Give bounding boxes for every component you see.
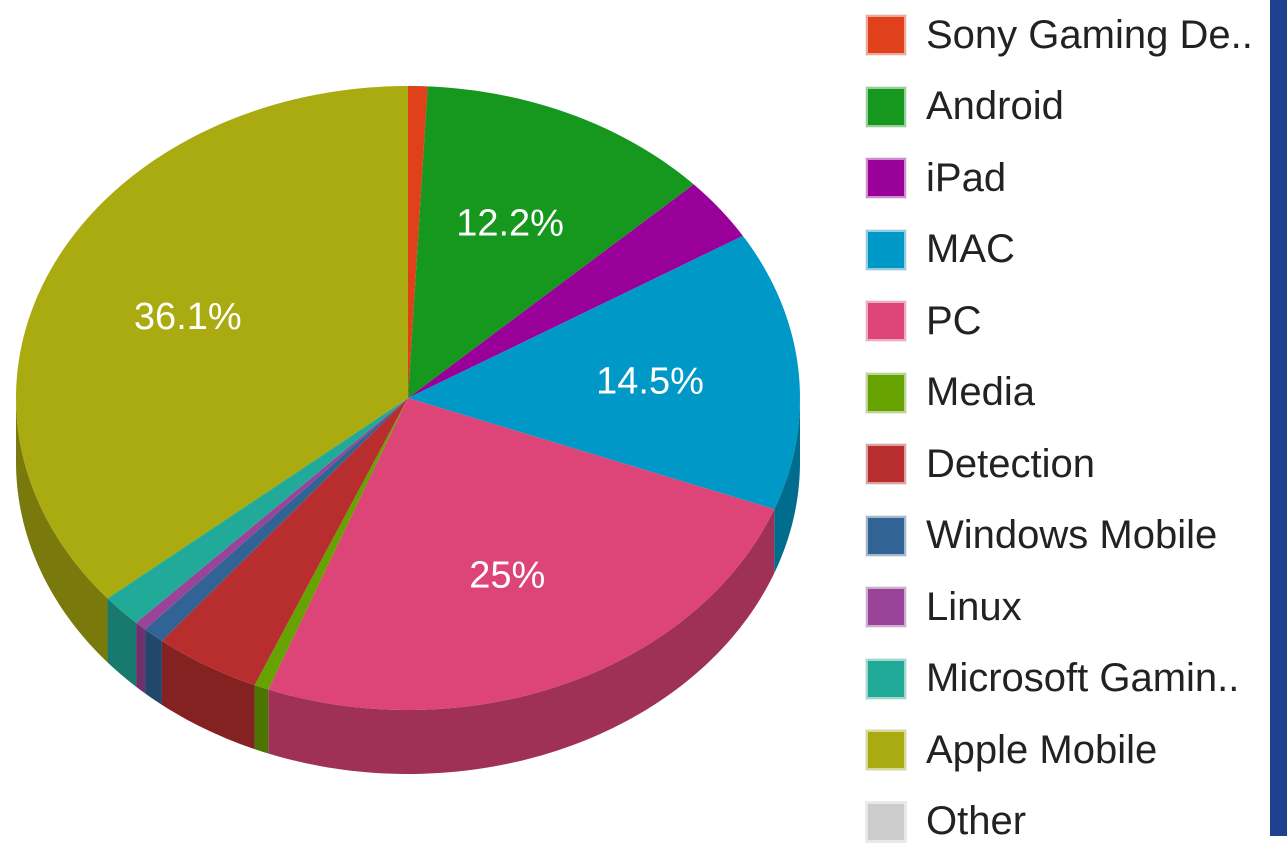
legend-label: Sony Gaming De.. xyxy=(926,12,1253,57)
pie-side-microsoft-gamin xyxy=(107,598,137,687)
legend-label: Microsoft Gamin.. xyxy=(926,656,1240,700)
pie-slice-detection[interactable] xyxy=(161,398,408,686)
pie-side-mac xyxy=(774,398,800,574)
slice-label-android: 12.2% xyxy=(456,203,564,245)
pie-slice-windows-mobile[interactable] xyxy=(145,398,408,641)
pie-slice-media[interactable] xyxy=(254,398,408,690)
pie-slice-android[interactable] xyxy=(408,86,694,398)
pie-slice-linux[interactable] xyxy=(136,398,408,630)
legend-swatch xyxy=(865,300,907,342)
pie-slice-apple-mobile[interactable] xyxy=(16,86,408,599)
legend-label: Windows Mobile xyxy=(926,513,1218,557)
pie-side-apple-mobile xyxy=(16,398,108,663)
legend-swatch xyxy=(865,85,907,128)
legend-label: iPad xyxy=(926,155,1007,200)
legend-swatch xyxy=(865,586,907,628)
legend-item-other[interactable]: Other xyxy=(865,797,1266,847)
pie-slice-microsoft-gamin[interactable] xyxy=(107,398,408,623)
legend-label: MAC xyxy=(926,227,1015,271)
slice-label-apple-mobile: 36.1% xyxy=(134,296,242,338)
legend-item-ipad[interactable]: iPad xyxy=(865,153,1266,203)
pie-side-pc xyxy=(268,509,775,774)
legend-swatch xyxy=(865,800,907,843)
pie-side-media xyxy=(254,685,269,754)
legend-swatch xyxy=(865,657,907,700)
pie-chart: 12.2% 14.5% 25% 36.1% xyxy=(16,86,800,774)
legend-item-detection[interactable]: Detection xyxy=(865,439,1266,489)
legend-label: Media xyxy=(926,370,1035,414)
pie-slice-mac[interactable] xyxy=(408,235,800,510)
legend-swatch xyxy=(865,729,907,771)
legend-label: PC xyxy=(926,298,982,343)
legend-item-pc[interactable]: PC xyxy=(865,296,1266,346)
legend-label: Android xyxy=(926,84,1064,128)
legend-swatch xyxy=(865,14,907,56)
legend-item-sony-gaming-de[interactable]: Sony Gaming De.. xyxy=(865,10,1266,60)
legend-item-media[interactable]: Media xyxy=(865,368,1266,418)
legend-label: Linux xyxy=(926,584,1022,629)
legend-item-linux[interactable]: Linux xyxy=(865,582,1266,632)
pie-side-detection xyxy=(161,640,255,750)
legend-item-apple-mobile[interactable]: Apple Mobile xyxy=(865,725,1266,775)
slice-label-mac: 14.5% xyxy=(596,360,704,402)
legend-swatch xyxy=(865,443,907,485)
legend-item-windows-mobile[interactable]: Windows Mobile xyxy=(865,511,1266,561)
pie-slice-sony-gaming-de[interactable] xyxy=(408,86,428,398)
window-edge xyxy=(1270,0,1287,836)
pie-slice-pc[interactable] xyxy=(268,398,775,710)
legend-label: Apple Mobile xyxy=(926,727,1158,772)
pie-slice-ipad[interactable] xyxy=(408,184,743,398)
legend-item-microsoft-gamin[interactable]: Microsoft Gamin.. xyxy=(865,654,1266,704)
slice-label-pc: 25% xyxy=(469,555,545,597)
pie-side-linux xyxy=(136,622,146,694)
legend-label: Detection xyxy=(926,441,1095,486)
legend-swatch xyxy=(865,371,907,414)
legend-swatch xyxy=(865,157,907,199)
legend-swatch xyxy=(865,228,907,271)
pie-side-windows-mobile xyxy=(145,629,162,705)
legend-label: Other xyxy=(926,799,1027,843)
legend-item-mac[interactable]: MAC xyxy=(865,225,1266,275)
legend-item-android[interactable]: Android xyxy=(865,82,1266,132)
legend-swatch xyxy=(865,514,907,557)
